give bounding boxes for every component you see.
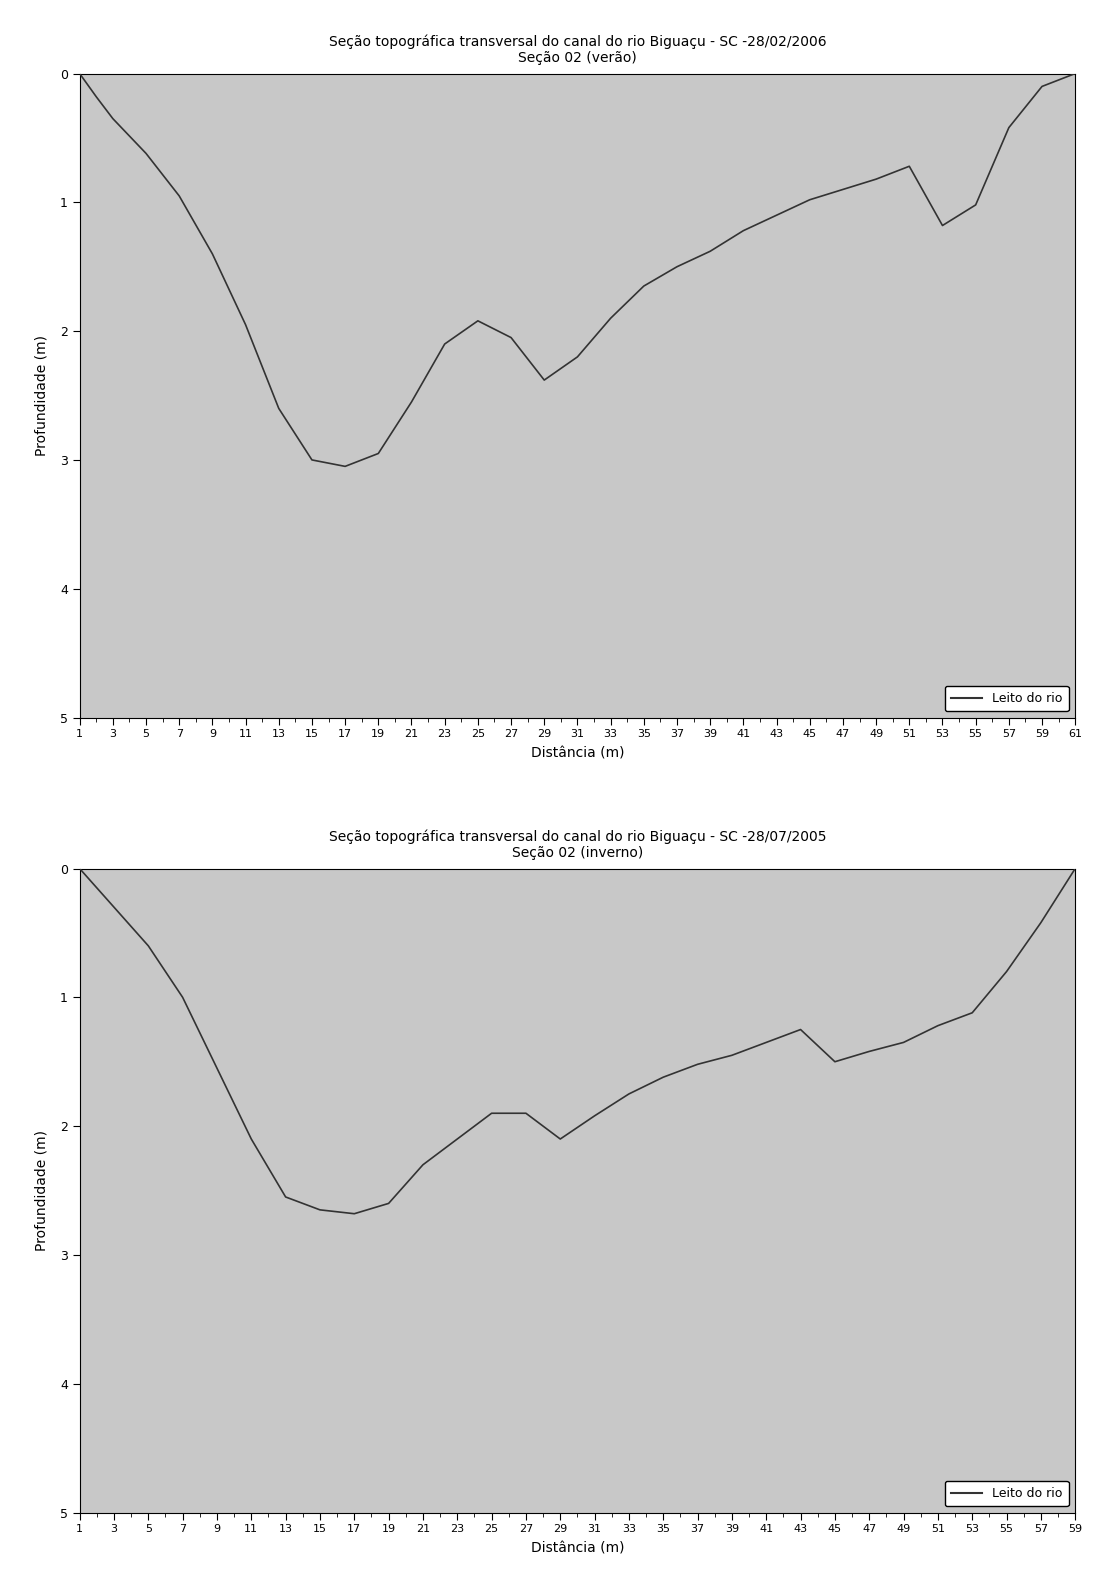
Legend: Leito do rio: Leito do rio — [945, 685, 1069, 711]
Title: Seção topográfica transversal do canal do rio Biguaçu - SC -28/02/2006
Seção 02 : Seção topográfica transversal do canal d… — [328, 35, 827, 65]
Title: Seção topográfica transversal do canal do rio Biguaçu - SC -28/07/2005
Seção 02 : Seção topográfica transversal do canal d… — [328, 830, 827, 860]
Y-axis label: Profundidade (m): Profundidade (m) — [35, 335, 49, 456]
X-axis label: Distância (m): Distância (m) — [531, 746, 624, 760]
X-axis label: Distância (m): Distância (m) — [531, 1541, 624, 1555]
Y-axis label: Profundidade (m): Profundidade (m) — [35, 1130, 49, 1251]
Legend: Leito do rio: Leito do rio — [945, 1480, 1069, 1506]
